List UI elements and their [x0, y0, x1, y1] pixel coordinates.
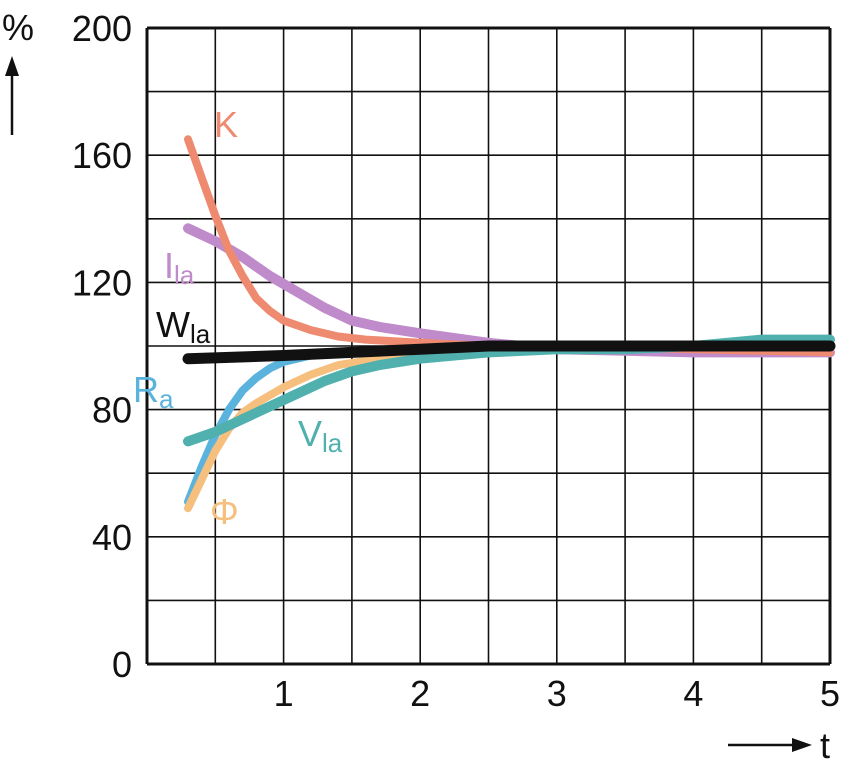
x-tick-label: 1	[274, 673, 294, 714]
series-label-wla: Wla	[156, 304, 211, 349]
x-tick-labels: 1 2 3 4 5	[274, 673, 840, 714]
series-lines	[182, 135, 836, 513]
y-tick-label: 200	[72, 8, 132, 49]
y-tick-labels: 0 40 80 120 160 200	[72, 8, 132, 685]
chart-grid	[145, 26, 832, 666]
x-tick-label: 3	[547, 673, 567, 714]
series-label-ra: Ra	[133, 369, 174, 414]
x-axis-label: t	[820, 725, 830, 766]
y-axis-arrow	[5, 56, 19, 135]
x-axis-arrow	[728, 738, 812, 752]
x-tick-label: 2	[410, 673, 430, 714]
y-tick-label: 80	[92, 390, 132, 431]
y-tick-label: 40	[92, 517, 132, 558]
series-label-ila: Ila	[164, 245, 195, 290]
series-label-phi: Φ	[210, 491, 239, 532]
series-label-vla: Vla	[298, 413, 343, 458]
y-axis-label: %	[2, 7, 34, 48]
x-tick-label: 5	[820, 673, 840, 714]
series-line-wla	[182, 340, 836, 365]
x-tick-label: 4	[683, 673, 703, 714]
y-tick-label: 160	[72, 135, 132, 176]
series-label-k: K	[214, 104, 238, 145]
y-tick-label: 0	[112, 644, 132, 685]
y-tick-label: 120	[72, 262, 132, 303]
series-labels: K Ila Ra Φ Vla Wla	[133, 104, 343, 532]
